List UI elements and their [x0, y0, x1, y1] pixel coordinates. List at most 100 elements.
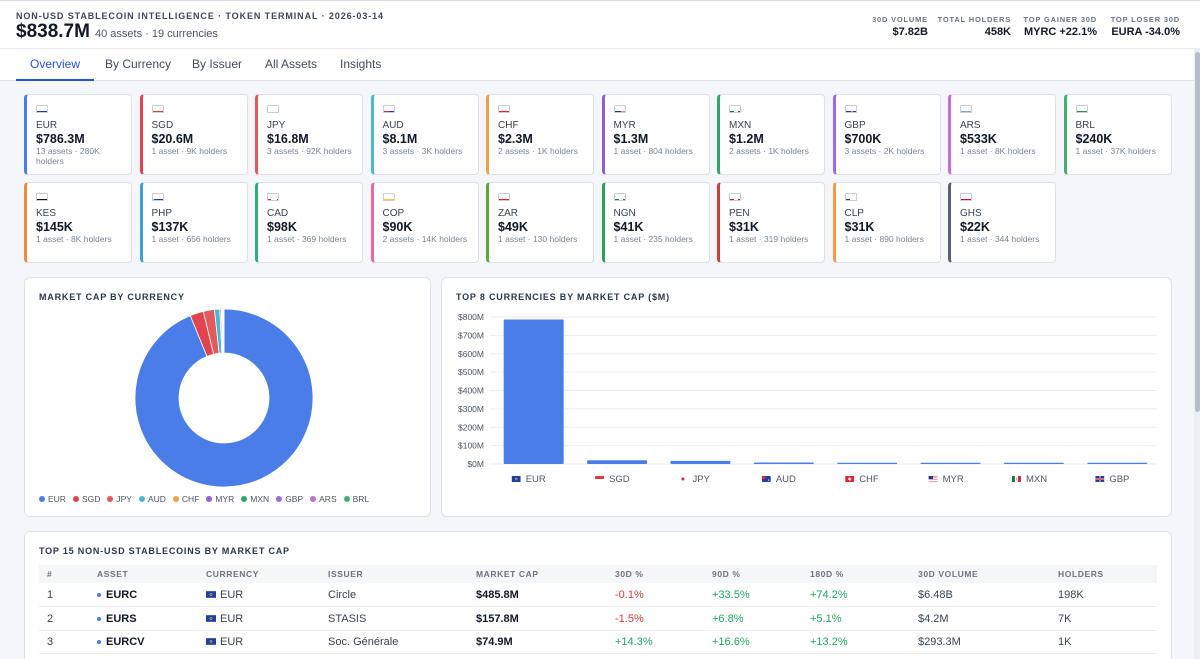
table-row[interactable]: 2 EURS EUR STASIS $157.8M -1.5% +6.8% +5.1% $4.2… — [39, 608, 1157, 631]
currency-flag — [613, 105, 626, 113]
tab-overview[interactable]: Overview — [16, 49, 95, 81]
stat-top-loser: TOP LOSER 30D EURA -34.0% — [1110, 15, 1180, 38]
flag-kes-icon — [37, 199, 47, 200]
currency-card-ars[interactable]: ARS $533K 1 asset · 8K holders — [948, 94, 1056, 175]
legend-label: ARS — [319, 494, 337, 504]
currency-card-chf[interactable]: CHF $2.3M 2 assets · 1K holders — [486, 94, 594, 175]
currency-card-eur[interactable]: EUR $786.3M 13 assets · 280K holders — [24, 94, 132, 175]
bar-jpy[interactable] — [670, 460, 731, 464]
bar-title: TOP 8 CURRENCIES BY MARKET CAP ($M) — [456, 292, 670, 302]
bar-chf[interactable] — [837, 462, 898, 464]
flag-clp-icon — [845, 199, 856, 200]
scrollbar-thumb[interactable] — [1195, 52, 1200, 412]
cell-asset: EURC — [97, 584, 137, 606]
cell-text: +14.3% — [615, 636, 653, 648]
legend-item-aud[interactable]: AUD — [138, 494, 166, 504]
col-90d[interactable]: 90D % — [712, 569, 741, 579]
cell-rank: 2 — [47, 608, 53, 630]
legend-label: GBP — [285, 494, 304, 504]
cell-text: +5.1% — [810, 612, 842, 625]
bar-sgd[interactable] — [587, 460, 648, 464]
cell-text: STASIS — [328, 612, 367, 625]
currency-meta: 1 asset · 130 holders — [498, 234, 578, 244]
currency-card-sgd[interactable]: SGD $20.6M 1 asset · 9K holders — [139, 94, 248, 175]
currency-card-kes[interactable]: KES $145K 1 asset · 8K holders — [24, 182, 132, 263]
legend-item-brl[interactable]: BRL — [343, 494, 370, 504]
donut-slice-eur[interactable] — [134, 308, 314, 488]
currency-card-jpy[interactable]: JPY $16.8M 3 assets · 92K holders — [255, 94, 363, 175]
legend-label: SGD — [81, 494, 101, 504]
currency-card-brl[interactable]: BRL $240K 1 asset · 37K holders — [1063, 94, 1172, 175]
legend-item-ars[interactable]: ARS — [310, 494, 337, 504]
cell-text: +6.8% — [712, 612, 744, 625]
header: NON-USD STABLECOIN INTELLIGENCE · TOKEN … — [0, 0, 1200, 48]
bar-myr[interactable] — [920, 462, 981, 464]
flag-mxn-icon — [1011, 476, 1021, 482]
currency-market-cap: $786.3M — [36, 132, 85, 146]
cell-text: -1.5% — [615, 612, 644, 625]
table-row[interactable]: 3 EURCV EUR Soc. Générale $74.9M +14.3% +16.6%… — [39, 631, 1157, 654]
currency-card-pen[interactable]: PEN $31K 1 asset · 319 holders — [717, 182, 825, 263]
currency-card-ngn[interactable]: NGN $41K 1 asset · 235 holders — [601, 182, 710, 263]
col-30d[interactable]: 30D % — [615, 569, 644, 579]
currency-flag — [267, 105, 279, 113]
currency-card-php[interactable]: PHP $137K 1 asset · 656 holders — [139, 182, 248, 263]
flag-jpy-icon — [678, 476, 688, 482]
col-currency[interactable]: CURRENCY — [206, 569, 259, 579]
x-tick-eur: EUR — [511, 474, 546, 485]
currency-flag — [729, 105, 741, 113]
cell-text: 3 — [47, 636, 54, 648]
currency-card-mxn[interactable]: MXN $1.2M 2 assets · 1K holders — [717, 94, 825, 175]
table-row[interactable]: 1 EURC EUR Circle $485.8M -0.1% +33.5% +74.2% $6… — [39, 584, 1157, 607]
legend-label: BRL — [352, 494, 370, 504]
col-issuer[interactable]: ISSUER — [328, 569, 364, 579]
legend-item-jpy[interactable]: JPY — [107, 494, 132, 504]
flag-brl-icon — [1076, 111, 1087, 112]
currency-card-cop[interactable]: COP $90K 2 assets · 14K holders — [370, 182, 479, 263]
bar-mxn[interactable] — [1003, 462, 1064, 464]
tab-insights[interactable]: Insights — [340, 57, 382, 71]
flag-jpy-icon — [268, 111, 278, 112]
x-tick-label: SGD — [609, 474, 630, 485]
bar-eur[interactable] — [503, 319, 564, 464]
cell-text: $485.8M — [476, 589, 519, 601]
currency-flag — [844, 193, 857, 201]
legend-item-chf[interactable]: CHF — [172, 494, 199, 504]
col-30d-volume[interactable]: 30D VOLUME — [918, 569, 979, 579]
currency-card-ghs[interactable]: GHS $22K 1 asset · 344 holders — [948, 182, 1056, 263]
currency-card-gbp[interactable]: GBP $700K 3 assets · 2K holders — [832, 94, 941, 175]
currency-flag — [36, 193, 48, 201]
x-tick-label: CHF — [859, 474, 879, 485]
cell-d90: +16.6% — [712, 631, 750, 653]
currency-card-clp[interactable]: CLP $31K 1 asset · 890 holders — [832, 182, 941, 263]
legend-item-gbp[interactable]: GBP — [276, 494, 303, 504]
tab-by-issuer[interactable]: By Issuer — [192, 57, 243, 71]
col-holders[interactable]: HOLDERS — [1058, 569, 1104, 579]
currency-market-cap: $98K — [267, 220, 297, 234]
col-market-cap[interactable]: MARKET CAP — [476, 569, 539, 579]
donut-title: MARKET CAP BY CURRENCY — [39, 292, 185, 302]
cell-issuer: STASIS — [328, 608, 366, 630]
cell-vol: $6.48B — [918, 584, 953, 606]
currency-market-cap: $16.8M — [267, 132, 309, 146]
legend-item-mxn[interactable]: MXN — [241, 494, 269, 504]
currency-card-zar[interactable]: ZAR $49K 1 asset · 130 holders — [486, 182, 594, 263]
currency-code: GBP — [844, 120, 866, 131]
col-180d[interactable]: 180D % — [810, 569, 844, 579]
tab-by-currency[interactable]: By Currency — [105, 57, 172, 71]
currency-flag — [382, 105, 395, 113]
legend-item-sgd[interactable]: SGD — [72, 494, 101, 504]
bar-aud[interactable] — [753, 462, 814, 464]
bar-gbp[interactable] — [1087, 462, 1148, 464]
currency-card-aud[interactable]: AUD $8.1M 3 assets · 3K holders — [370, 94, 479, 175]
currency-meta: 1 asset · 9K holders — [151, 146, 228, 156]
legend-item-myr[interactable]: MYR — [206, 494, 234, 504]
legend-item-eur[interactable]: EUR — [39, 494, 66, 504]
stat-top-gainer: TOP GAINER 30D MYRC +22.1% — [1023, 15, 1097, 38]
currency-card-myr[interactable]: MYR $1.3M 1 asset · 804 holders — [601, 94, 710, 175]
flag-php-icon — [152, 199, 163, 200]
currency-card-cad[interactable]: CAD $98K 1 asset · 369 holders — [255, 182, 363, 263]
tab-all-assets[interactable]: All Assets — [265, 57, 318, 71]
col-rank[interactable]: # — [47, 569, 53, 579]
col-asset[interactable]: ASSET — [97, 569, 129, 579]
